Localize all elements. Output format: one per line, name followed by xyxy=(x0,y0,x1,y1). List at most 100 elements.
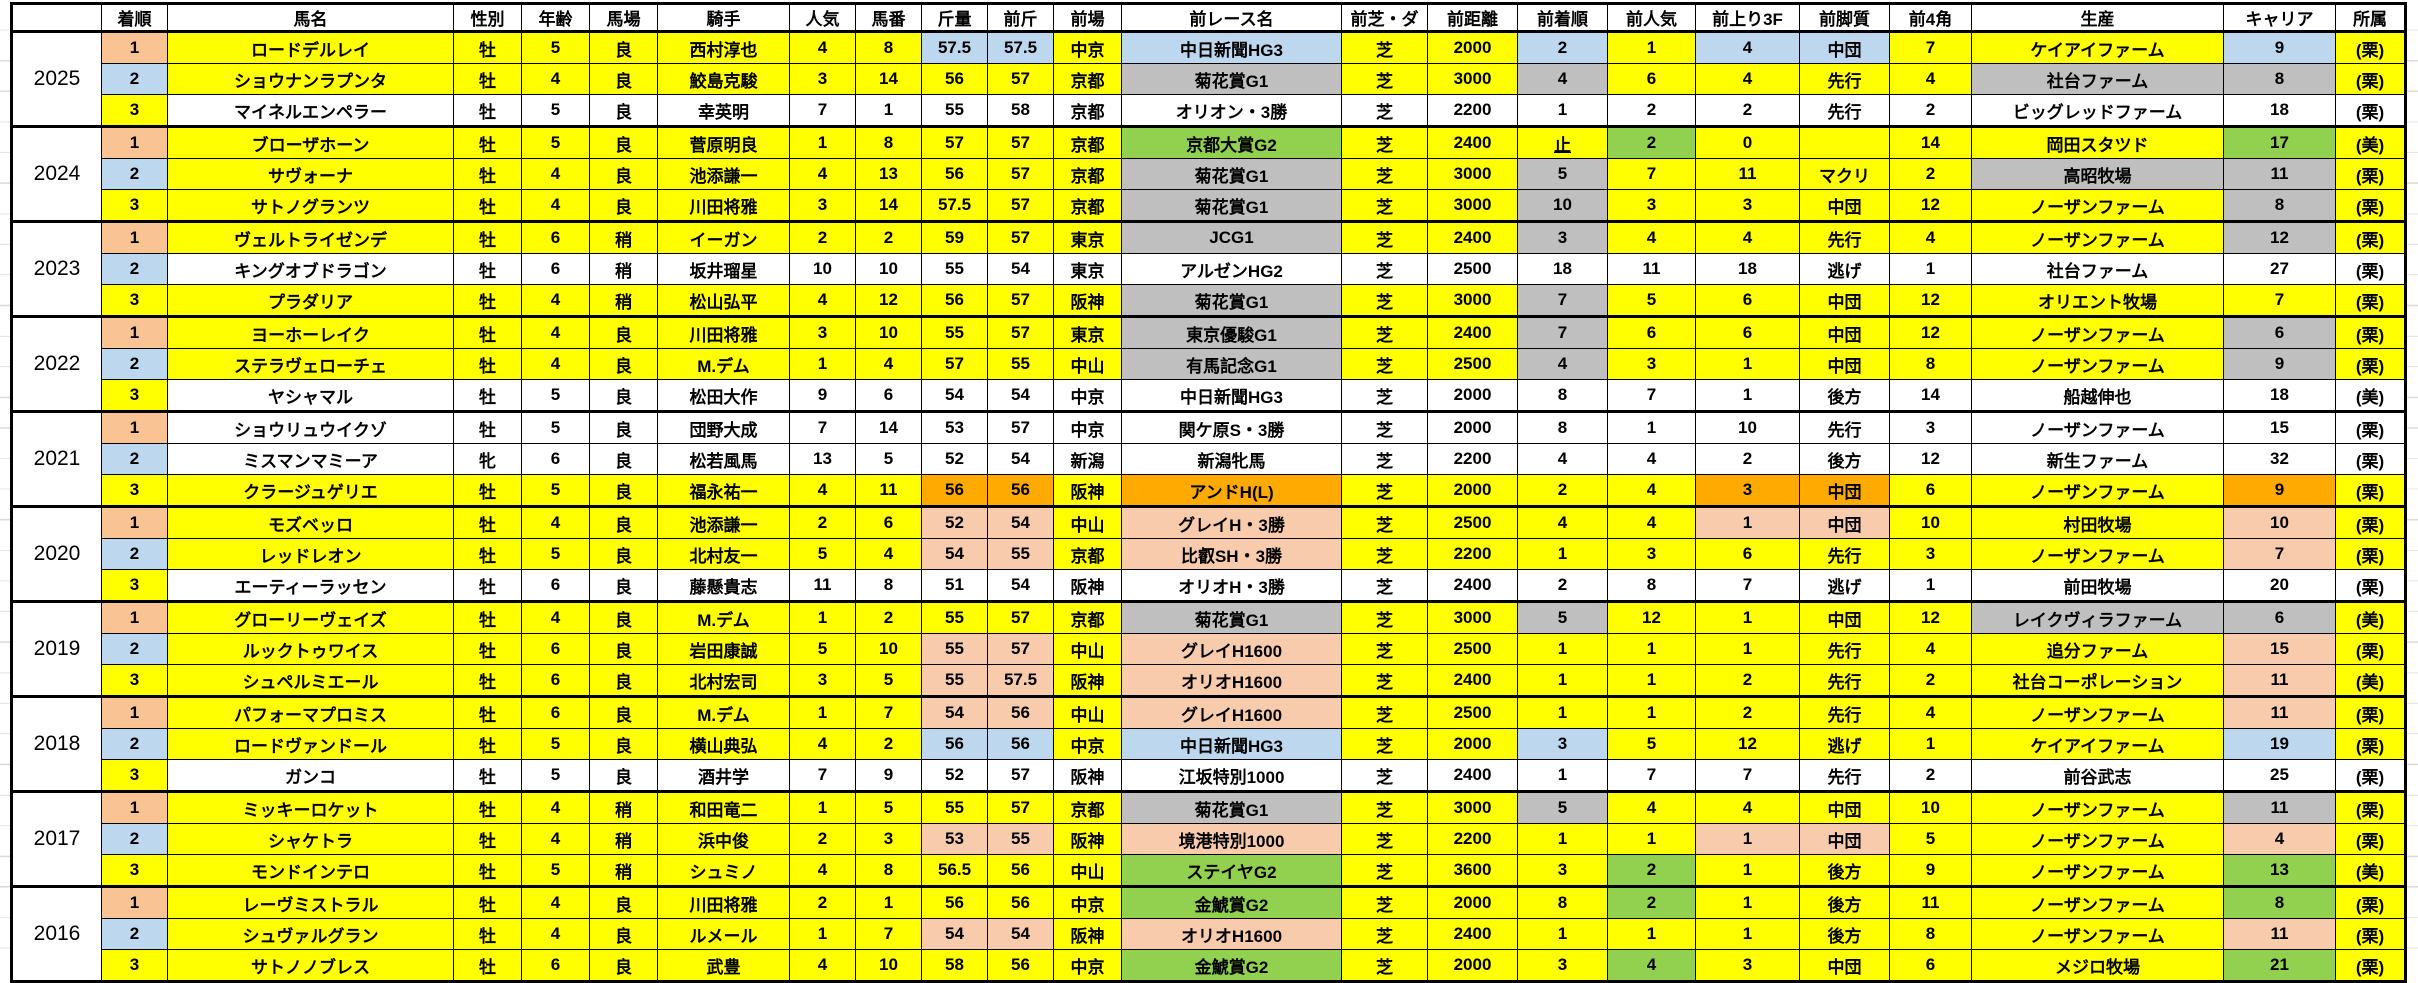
cell-jockey[interactable]: 岩田康誠 xyxy=(657,633,790,665)
cell-career[interactable]: 12 xyxy=(2223,220,2336,254)
cell-prev-finish[interactable]: 2 xyxy=(1517,30,1608,64)
cell-prev-dist[interactable]: 2000 xyxy=(1427,410,1518,444)
cell-rank[interactable]: 1 xyxy=(101,695,168,729)
cell-number[interactable]: 4 xyxy=(855,538,922,570)
cell-jockey[interactable]: 福永祐一 xyxy=(657,474,790,507)
cell-fav[interactable]: 5 xyxy=(789,538,856,570)
cell-breeder[interactable]: 追分ファーム xyxy=(1971,633,2224,665)
cell-age[interactable]: 4 xyxy=(521,885,590,919)
cell-rank[interactable]: 1 xyxy=(101,410,168,444)
cell-breeder[interactable]: ケイアイファーム xyxy=(1971,30,2224,64)
cell-going[interactable]: 良 xyxy=(589,728,658,760)
cell-prev-style[interactable]: 先行 xyxy=(1799,410,1890,444)
cell-stable[interactable]: (栗) xyxy=(2335,158,2406,190)
cell-going[interactable]: 良 xyxy=(589,63,658,95)
cell-age[interactable]: 5 xyxy=(521,474,590,507)
cell-jockey[interactable]: ルメール xyxy=(657,918,790,950)
cell-age[interactable]: 5 xyxy=(521,410,590,444)
cell-weight[interactable]: 57 xyxy=(921,348,988,380)
cell-prev-surface[interactable]: 芝 xyxy=(1341,284,1428,317)
year-cell[interactable]: 2021 xyxy=(11,410,102,507)
cell-breeder[interactable]: 社台ファーム xyxy=(1971,253,2224,285)
cell-stable[interactable]: (栗) xyxy=(2335,410,2406,444)
cell-rank[interactable]: 3 xyxy=(101,569,168,602)
cell-stable[interactable]: (栗) xyxy=(2335,569,2406,602)
cell-prev-3f[interactable]: 1 xyxy=(1695,854,1800,887)
cell-prev-3f[interactable]: 11 xyxy=(1695,158,1800,190)
cell-age[interactable]: 4 xyxy=(521,284,590,317)
cell-age[interactable]: 4 xyxy=(521,63,590,95)
cell-prev-dist[interactable]: 2000 xyxy=(1427,474,1518,507)
column-header-prev-corner[interactable]: 前4角 xyxy=(1889,2,1972,33)
cell-prev-race[interactable]: 江坂特別1000 xyxy=(1121,759,1342,792)
cell-rank[interactable]: 2 xyxy=(101,253,168,285)
cell-prev-dist[interactable]: 2000 xyxy=(1427,885,1518,919)
cell-prev-weight[interactable]: 57 xyxy=(987,284,1054,317)
cell-prev-corner[interactable]: 1 xyxy=(1889,569,1972,602)
cell-prev-finish[interactable]: 2 xyxy=(1517,569,1608,602)
cell-prev-surface[interactable]: 芝 xyxy=(1341,569,1428,602)
cell-fav[interactable]: 4 xyxy=(789,854,856,887)
year-cell[interactable]: 2025 xyxy=(11,30,102,127)
cell-prev-finish[interactable]: 1 xyxy=(1517,94,1608,127)
cell-jockey[interactable]: 川田将雅 xyxy=(657,885,790,919)
cell-career[interactable]: 9 xyxy=(2223,474,2336,507)
cell-jockey[interactable]: 北村友一 xyxy=(657,538,790,570)
cell-prev-surface[interactable]: 芝 xyxy=(1341,410,1428,444)
cell-career[interactable]: 11 xyxy=(2223,158,2336,190)
cell-number[interactable]: 6 xyxy=(855,505,922,539)
cell-prev-weight[interactable]: 58 xyxy=(987,94,1054,127)
cell-horse[interactable]: ヴェルトライゼンデ xyxy=(167,220,454,254)
cell-rank[interactable]: 1 xyxy=(101,600,168,634)
cell-jockey[interactable]: イーガン xyxy=(657,220,790,254)
cell-prev-finish[interactable]: 4 xyxy=(1517,505,1608,539)
cell-stable[interactable]: (栗) xyxy=(2335,728,2406,760)
cell-horse[interactable]: ステラヴェローチェ xyxy=(167,348,454,380)
cell-sex[interactable]: 牡 xyxy=(453,63,522,95)
cell-career[interactable]: 15 xyxy=(2223,633,2336,665)
column-header-prev-course[interactable]: 前場 xyxy=(1053,2,1122,33)
cell-career[interactable]: 7 xyxy=(2223,538,2336,570)
cell-prev-surface[interactable]: 芝 xyxy=(1341,443,1428,475)
cell-fav[interactable]: 7 xyxy=(789,759,856,792)
cell-prev-weight[interactable]: 57 xyxy=(987,633,1054,665)
cell-prev-course[interactable]: 阪神 xyxy=(1053,918,1122,950)
cell-sex[interactable]: 牡 xyxy=(453,600,522,634)
cell-prev-fav[interactable]: 6 xyxy=(1607,63,1696,95)
cell-age[interactable]: 5 xyxy=(521,854,590,887)
cell-prev-fav[interactable]: 7 xyxy=(1607,759,1696,792)
cell-going[interactable]: 良 xyxy=(589,379,658,412)
cell-prev-dist[interactable]: 3000 xyxy=(1427,158,1518,190)
cell-prev-race[interactable]: オリオH・3勝 xyxy=(1121,569,1342,602)
cell-sex[interactable]: 牡 xyxy=(453,918,522,950)
cell-going[interactable]: 良 xyxy=(589,94,658,127)
cell-prev-finish[interactable]: 4 xyxy=(1517,348,1608,380)
cell-sex[interactable]: 牡 xyxy=(453,695,522,729)
cell-age[interactable]: 4 xyxy=(521,348,590,380)
column-header-prev-race[interactable]: 前レース名 xyxy=(1121,2,1342,33)
cell-rank[interactable]: 1 xyxy=(101,220,168,254)
cell-age[interactable]: 6 xyxy=(521,664,590,697)
cell-stable[interactable]: (栗) xyxy=(2335,348,2406,380)
cell-prev-fav[interactable]: 3 xyxy=(1607,189,1696,222)
cell-rank[interactable]: 2 xyxy=(101,348,168,380)
cell-going[interactable]: 良 xyxy=(589,600,658,634)
cell-sex[interactable]: 牡 xyxy=(453,189,522,222)
cell-prev-weight[interactable]: 57 xyxy=(987,125,1054,159)
cell-prev-weight[interactable]: 57 xyxy=(987,315,1054,349)
cell-prev-weight[interactable]: 55 xyxy=(987,348,1054,380)
cell-prev-3f[interactable]: 3 xyxy=(1695,474,1800,507)
cell-career[interactable]: 6 xyxy=(2223,315,2336,349)
cell-prev-course[interactable]: 京都 xyxy=(1053,125,1122,159)
cell-prev-weight[interactable]: 54 xyxy=(987,253,1054,285)
cell-age[interactable]: 5 xyxy=(521,379,590,412)
cell-going[interactable]: 良 xyxy=(589,759,658,792)
cell-age[interactable]: 6 xyxy=(521,220,590,254)
cell-prev-style[interactable]: 中団 xyxy=(1799,949,1890,982)
cell-prev-surface[interactable]: 芝 xyxy=(1341,633,1428,665)
cell-prev-dist[interactable]: 2500 xyxy=(1427,253,1518,285)
cell-prev-weight[interactable]: 57.5 xyxy=(987,30,1054,64)
column-header-age[interactable]: 年齢 xyxy=(521,2,590,33)
cell-number[interactable]: 8 xyxy=(855,30,922,64)
cell-prev-finish[interactable]: 5 xyxy=(1517,790,1608,824)
